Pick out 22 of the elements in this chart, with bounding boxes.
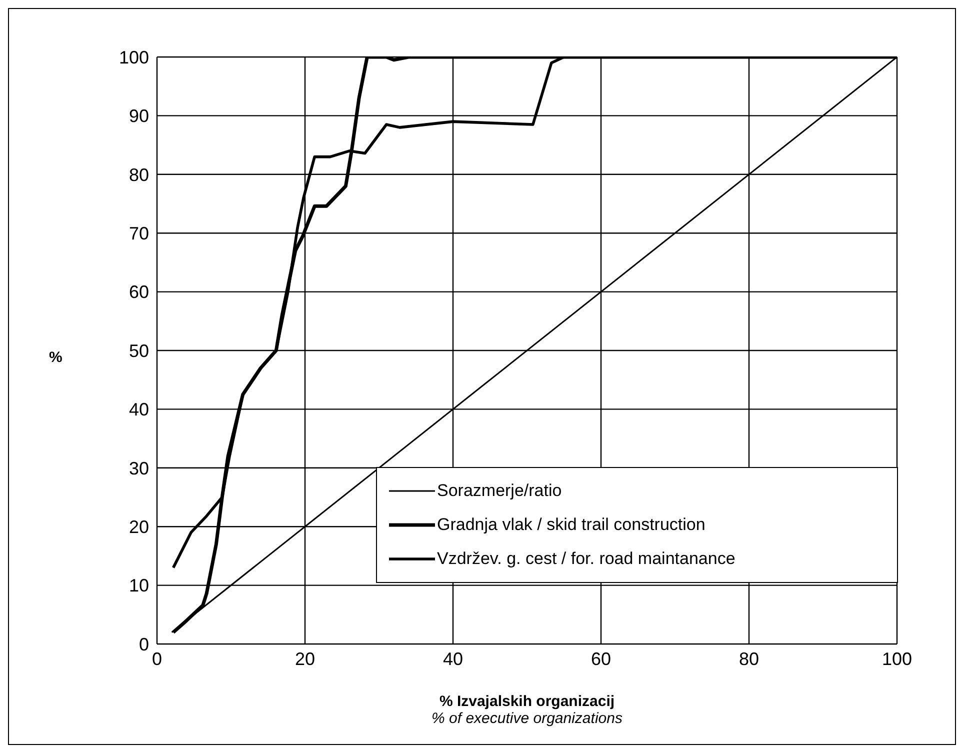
x-tick-label: 100 — [882, 648, 912, 669]
legend-label: Vzdržev. g. cest / for. road maintanance — [437, 549, 736, 569]
y-tick-label: 100 — [118, 47, 149, 68]
y-tick-label: 90 — [128, 106, 149, 126]
x-tick-label: 80 — [738, 648, 760, 669]
y-tick-label: 40 — [128, 400, 149, 420]
x-tick-label: 40 — [442, 648, 464, 669]
x-axis-title: % Izvajalskih organizacij % of executive organizations — [430, 693, 624, 727]
y-tick-label: 60 — [128, 282, 149, 302]
y-tick-label: 20 — [128, 516, 149, 537]
y-tick-label: 80 — [128, 164, 149, 185]
y-tick-label: 10 — [128, 576, 149, 596]
legend-label: Gradnja vlak / skid trail construction — [437, 515, 706, 535]
legend-label: Sorazmerje/ratio — [437, 481, 562, 501]
y-tick-label: 0 — [138, 634, 149, 654]
x-tick-label: 60 — [590, 648, 612, 669]
x-tick-label: 0 — [152, 648, 162, 669]
y-tick-label: 30 — [128, 458, 149, 478]
y-tick-label: 50 — [128, 340, 149, 361]
y-axis-title: % — [49, 349, 62, 366]
y-tick-label: 70 — [128, 223, 149, 244]
x-tick-label: 20 — [294, 648, 316, 669]
